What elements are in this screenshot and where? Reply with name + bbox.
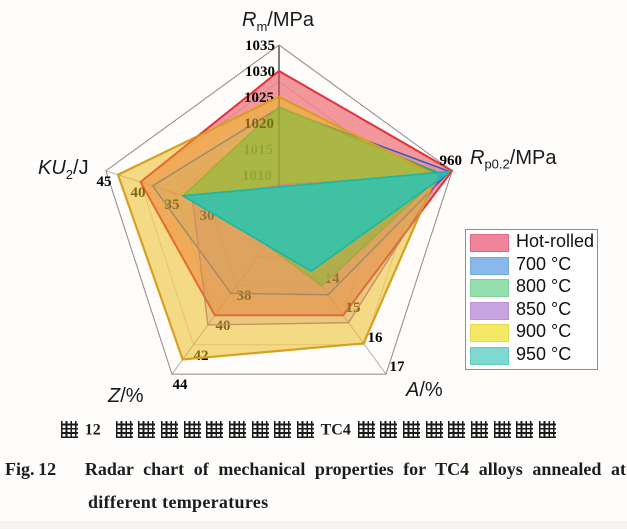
svg-text:Rp0.2/MPa: Rp0.2/MPa xyxy=(470,147,557,172)
svg-text:Z/%: Z/% xyxy=(107,385,144,407)
svg-text:44: 44 xyxy=(173,377,189,393)
svg-text:45: 45 xyxy=(97,174,112,190)
svg-text:960: 960 xyxy=(440,153,463,169)
svg-text:A/%: A/% xyxy=(405,379,443,401)
svg-text:1035: 1035 xyxy=(245,38,275,54)
svg-text:16: 16 xyxy=(368,330,384,346)
svg-text:Rm/MPa: Rm/MPa xyxy=(242,9,315,34)
svg-text:KU2/J: KU2/J xyxy=(38,157,89,182)
svg-text:17: 17 xyxy=(390,359,406,375)
svg-text:1030: 1030 xyxy=(245,64,275,80)
